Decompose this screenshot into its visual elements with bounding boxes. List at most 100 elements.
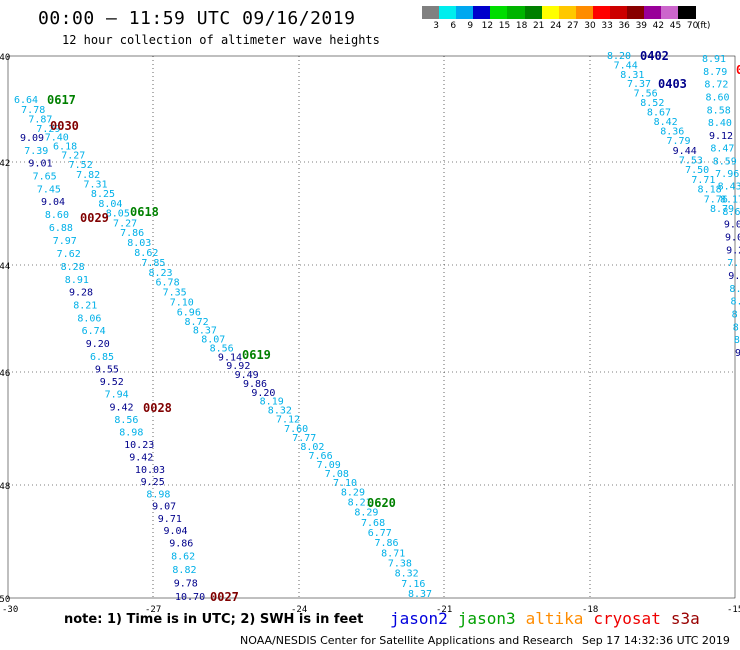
swh-value: 9.01	[28, 159, 52, 170]
swh-value: 9.25	[141, 477, 165, 488]
swh-value: 8.21	[348, 498, 372, 509]
swh-value: 7.52	[69, 160, 93, 171]
swh-value: 7.37	[627, 79, 651, 90]
pass-label: 0	[736, 63, 740, 77]
swh-value: 9.12	[709, 131, 733, 142]
swh-value: 7.96	[715, 169, 739, 180]
swh-value: 7.60	[284, 424, 308, 435]
swh-value: 9.49	[235, 370, 259, 381]
lat-tick-label: -42	[0, 159, 10, 169]
swh-value: 8.28	[61, 262, 85, 273]
swh-value: 9.42	[129, 453, 153, 464]
swh-value: 7.44	[614, 60, 638, 71]
legend-swatch	[473, 6, 491, 19]
swh-value: 8.98	[146, 489, 170, 500]
swh-value: 8.31	[620, 70, 644, 81]
satellite-name: s3a	[670, 609, 700, 628]
swh-value: 8.56	[114, 415, 138, 426]
swh-value: 8.	[733, 322, 740, 333]
swh-value: 7.10	[333, 478, 357, 489]
swh-value: 9.	[735, 348, 740, 359]
legend-label: 39	[635, 21, 648, 31]
swh-value: 7.85	[141, 258, 165, 269]
swh-value: 8.17	[720, 194, 740, 205]
swh-value: 8.06	[77, 313, 101, 324]
swh-value: 8.29	[341, 487, 365, 498]
swh-value: 8.82	[172, 565, 196, 576]
swh-value: 9.25	[726, 245, 740, 256]
satellite-name: jason3	[457, 609, 516, 628]
pass-label: 0027	[210, 590, 239, 604]
legend-label: 30	[584, 21, 596, 31]
swh-value: 6.77	[368, 528, 392, 539]
swh-value: 9.20	[86, 339, 110, 350]
swh-value: 7.53	[679, 155, 703, 166]
legend-labels: 3 6 9 12 15 18 21 24 27 30 33 36 39 42 45 70 (ft)	[422, 19, 710, 31]
swh-value: 7.86	[374, 538, 398, 549]
swh-value: 7.16	[401, 579, 425, 590]
legend-label: 24	[550, 21, 562, 31]
legend-swatch	[592, 6, 611, 19]
swh-value: 6.88	[49, 223, 73, 234]
swh-value: 7.39	[24, 146, 48, 157]
swh-value: 8.23	[148, 268, 172, 279]
swh-value: 8.52	[640, 98, 664, 109]
swh-value: 7.27	[61, 151, 85, 162]
lon-tick-label: -27	[145, 605, 161, 615]
swh-value: 7.78	[21, 105, 45, 116]
swh-value: 9.07	[152, 502, 176, 513]
swh-value: 7.65	[33, 172, 57, 183]
swh-value: 7.82	[76, 170, 100, 181]
swh-value: 8.32	[395, 569, 419, 580]
swh-value: 8.19	[260, 397, 284, 408]
swh-value: 8.37	[193, 326, 217, 337]
lat-tick-label: -46	[0, 369, 10, 379]
legend-label: 42	[652, 21, 665, 31]
swh-value: 9.14	[218, 352, 242, 363]
swh-value: 9.44	[673, 146, 697, 157]
pass-label: 0620	[367, 496, 396, 510]
swh-value: 7.29	[36, 124, 60, 135]
swh-value: 8.	[732, 310, 740, 321]
swh-value: 8.18	[698, 185, 722, 196]
pass-label: 0030	[50, 119, 79, 133]
swh-value: 8.91	[702, 54, 726, 65]
map-title: 00:00 – 11:59 UTC 09/16/2019	[38, 8, 356, 29]
legend-swatch	[456, 6, 474, 19]
lon-tick-label: -15	[727, 605, 740, 615]
swh-value: 7.10	[170, 298, 194, 309]
map-subtitle: 12 hour collection of altimeter wave hei…	[62, 33, 380, 47]
lon-tick-label: -30	[2, 605, 18, 615]
pass-label: 0618	[130, 205, 159, 219]
legend-swatch	[524, 6, 542, 19]
swh-value: 7.45	[37, 184, 61, 195]
legend-label: 12	[481, 21, 494, 31]
swh-value: 10.03	[135, 465, 165, 476]
swh-value: 6.74	[82, 326, 106, 337]
swh-value: 6.78	[156, 278, 180, 289]
swh-value: 9.78	[174, 579, 198, 590]
swh-value: 9.09	[20, 133, 44, 144]
swh-value: 8.07	[201, 335, 225, 346]
swh-value: 9.06	[725, 233, 740, 244]
swh-value: 7.50	[685, 165, 709, 176]
swh-value: 7.94	[105, 390, 129, 401]
swh-value: 7.31	[84, 180, 108, 191]
swh-value: 8.04	[98, 199, 122, 210]
swh-value: 9.86	[169, 538, 193, 549]
swh-value: 8.32	[268, 406, 292, 417]
legend-swatch	[678, 6, 696, 19]
legend-swatch	[661, 6, 679, 19]
swh-value: 9.28	[69, 288, 93, 299]
pass-label: 0617	[47, 93, 76, 107]
swh-value: 8.29	[354, 508, 378, 519]
swh-value: 8.	[734, 335, 740, 346]
lon-tick-label: -18	[582, 605, 598, 615]
legend-swatch	[422, 6, 440, 19]
swh-value: 8.98	[119, 427, 143, 438]
swh-value: 7.71	[691, 175, 715, 186]
swh-value: 8.20	[607, 51, 631, 62]
lat-tick-label: -40	[0, 53, 10, 63]
swh-value: 7.66	[309, 451, 333, 462]
lon-tick-label: -24	[291, 605, 307, 615]
